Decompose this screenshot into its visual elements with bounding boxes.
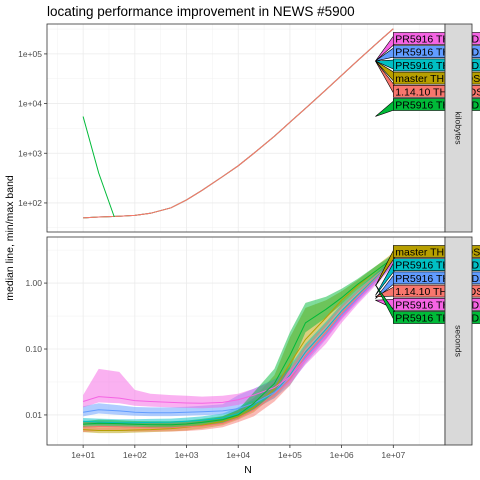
band-pr5916-threads-8 xyxy=(83,259,394,409)
y-tick-label: 1e+03 xyxy=(18,148,42,158)
median-line-pr5916-threads-1 xyxy=(82,116,115,218)
median-line-pr5916-threads-1 xyxy=(83,257,394,426)
strip-label-kilobytes: kilobytes xyxy=(454,111,464,144)
x-tick-label: 1e+01 xyxy=(71,450,95,460)
panel-kilobytes: PR5916 THREADS=8PR5916 THREADS=4PR5916 T… xyxy=(18,23,480,233)
x-tick-label: 1e+07 xyxy=(381,450,405,460)
panel-seconds: master THREADS=1PR5916 THREADS=2PR5916 T… xyxy=(25,236,480,446)
x-tick-label: 1e+03 xyxy=(175,450,199,460)
y-tick-label: 1.00 xyxy=(25,278,42,288)
median-line-pr5916-threads-8 xyxy=(82,262,394,404)
chart-title: locating performance improvement in NEWS… xyxy=(47,4,355,19)
x-tick-label: 1e+02 xyxy=(123,450,147,460)
x-tick-label: 1e+04 xyxy=(226,450,250,460)
y-tick-label: 1e+02 xyxy=(18,198,42,208)
median-line-pr5916-threads-4 xyxy=(83,261,394,414)
x-axis-label: N xyxy=(244,464,252,476)
median-line-1-14-10-threads-1 xyxy=(83,28,394,219)
y-axis-label: median line, min/max band xyxy=(4,175,16,301)
strip-label-seconds: seconds xyxy=(454,325,464,357)
median-line-master-threads-1 xyxy=(83,257,394,431)
median-line-pr5916-threads-2 xyxy=(83,260,394,424)
x-tick-label: 1e+05 xyxy=(278,450,302,460)
strip-box xyxy=(444,236,473,446)
strip-box xyxy=(444,23,473,233)
y-tick-label: 0.10 xyxy=(25,344,42,354)
y-tick-label: 0.01 xyxy=(25,410,42,420)
plot-layer: PR5916 THREADS=8PR5916 THREADS=4PR5916 T… xyxy=(18,23,480,460)
y-tick-label: 1e+05 xyxy=(18,49,42,59)
x-tick-label: 1e+06 xyxy=(330,450,354,460)
y-tick-label: 1e+04 xyxy=(18,99,42,109)
median-line-1-14-10-threads-1 xyxy=(83,260,394,429)
